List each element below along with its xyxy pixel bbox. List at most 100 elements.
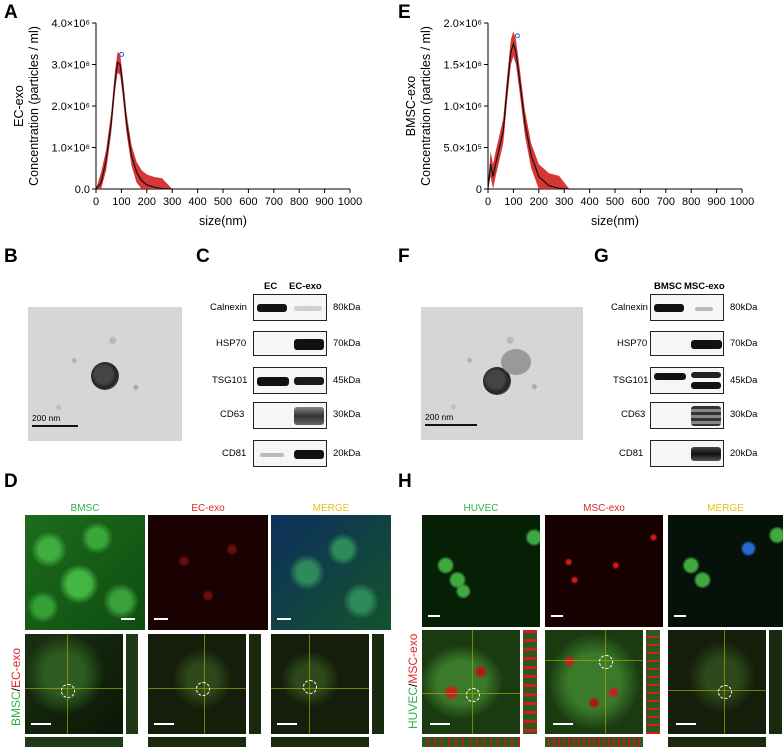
wb-band — [294, 450, 324, 459]
wb-row-calnexin — [650, 294, 724, 321]
wb-band — [691, 382, 721, 389]
y-tick-label: 3.0×10⁶ — [52, 60, 90, 72]
zstack-msc-exo — [545, 630, 643, 734]
image-msc-exo-channel — [545, 515, 663, 627]
zstack-side-yz — [249, 634, 261, 734]
x-tick-label: 700 — [265, 196, 283, 208]
channel-title-huvec: HUVEC — [422, 503, 540, 514]
channel-title-bmsc: BMSC — [25, 503, 145, 514]
zstack-side-yz — [523, 630, 537, 734]
x-tick-label: 400 — [188, 196, 206, 208]
panel-label-d: D — [4, 471, 18, 492]
y-tick-label: 1.0×10⁶ — [52, 143, 90, 155]
wb-kda-label: 20kDa — [730, 448, 758, 459]
zstack-side-xz — [545, 737, 643, 747]
y-tick-label: 0.0 — [75, 184, 90, 196]
scale-bar — [553, 723, 573, 725]
panel-label-a: A — [4, 2, 18, 23]
wb-row-cd81 — [253, 440, 327, 467]
channel-title-text: MERGE — [312, 503, 350, 514]
wb-band — [695, 307, 713, 311]
wb-row-cd63 — [650, 402, 724, 429]
image-huvec-channel — [422, 515, 540, 627]
wb-kda-label: 70kDa — [730, 338, 758, 349]
y-tick-label: 0 — [476, 184, 482, 196]
exosome-particle-halo — [501, 349, 531, 375]
image-merge-channel — [668, 515, 783, 627]
panel-label-b: B — [4, 246, 18, 267]
scale-bar — [154, 723, 174, 725]
channel-title-text: BMSC — [70, 503, 100, 514]
y-tick-label: 1.5×10⁶ — [444, 60, 482, 72]
wb-protein-label: TSG101 — [212, 375, 248, 386]
scale-bar — [277, 723, 297, 725]
x-tick-label: 800 — [682, 196, 700, 208]
channel-title-text: EC-exo — [191, 503, 225, 514]
zstack-merge — [271, 634, 369, 734]
x-tick-label: 900 — [707, 196, 725, 208]
crosshair-v — [724, 630, 725, 734]
roi-circle — [466, 688, 480, 702]
wb-band — [257, 377, 289, 386]
wb-header-lane2: EC-exo — [289, 281, 322, 292]
tem-image-bmsc-exo: 200 nm — [421, 307, 583, 440]
wb-band — [294, 407, 324, 425]
wb-kda-label: 70kDa — [333, 338, 361, 349]
wb-header-lane1: BMSC — [654, 281, 682, 292]
wb-kda-label: 45kDa — [333, 375, 361, 386]
image-ec-exo-channel — [148, 515, 268, 630]
channel-title-text: MERGE — [707, 503, 744, 514]
zstack-side-xz — [668, 737, 766, 747]
wb-protein-label: Calnexin — [210, 302, 247, 313]
wb-kda-label: 80kDa — [730, 302, 758, 313]
y-tick-label: 5.0×10⁵ — [443, 143, 482, 155]
series-line — [95, 61, 173, 190]
exosome-particle — [91, 362, 119, 390]
scale-bar — [425, 424, 477, 426]
scale-bar — [31, 723, 51, 725]
scale-bar — [277, 618, 291, 620]
wb-band — [654, 304, 684, 312]
panel-label-g: G — [594, 246, 609, 267]
scale-bar — [551, 615, 563, 617]
x-tick-label: 300 — [163, 196, 181, 208]
side-label-red: MSC-exo — [406, 633, 420, 684]
wb-band — [257, 304, 287, 312]
error-band — [96, 52, 173, 189]
series-line — [487, 41, 570, 190]
crosshair-h — [271, 688, 369, 689]
side-label-h: HUVEC/MSC-exo — [406, 634, 420, 729]
error-band — [488, 31, 570, 189]
x-tick-label: 600 — [239, 196, 257, 208]
x-tick-label: 0 — [93, 196, 99, 208]
x-tick-label: 0 — [485, 196, 491, 208]
zstack-side-xz — [422, 737, 520, 747]
wb-band — [294, 306, 322, 311]
y-axis-label-line1: EC-exo — [12, 85, 26, 127]
wb-kda-label: 20kDa — [333, 448, 361, 459]
x-tick-label: 300 — [555, 196, 573, 208]
channel-title-merge: MERGE — [668, 503, 783, 514]
x-axis-label: size(nm) — [199, 214, 247, 228]
x-tick-label: 900 — [315, 196, 333, 208]
y-tick-label: 1.0×10⁶ — [444, 101, 482, 113]
roi-circle — [718, 685, 732, 699]
wb-protein-label: HSP70 — [216, 338, 247, 349]
y-tick-label: 2.0×10⁶ — [52, 101, 90, 113]
panel-label-e: E — [398, 2, 411, 23]
side-label-sep: / — [406, 683, 420, 687]
wb-kda-label: 30kDa — [333, 409, 361, 420]
wb-band — [654, 373, 686, 380]
x-tick-label: 500 — [214, 196, 232, 208]
roi-circle — [303, 680, 317, 694]
wb-kda-label: 45kDa — [730, 375, 758, 386]
side-label-sep: / — [9, 687, 23, 692]
wb-row-calnexin — [253, 294, 327, 321]
side-label-green: BMSC — [9, 691, 23, 726]
zstack-huvec — [422, 630, 520, 734]
roi-circle — [61, 684, 75, 698]
wb-protein-label: CD63 — [621, 409, 646, 420]
channel-title-ec-exo: EC-exo — [148, 503, 268, 514]
wb-band — [294, 377, 324, 385]
panel-label-c: C — [196, 246, 210, 267]
